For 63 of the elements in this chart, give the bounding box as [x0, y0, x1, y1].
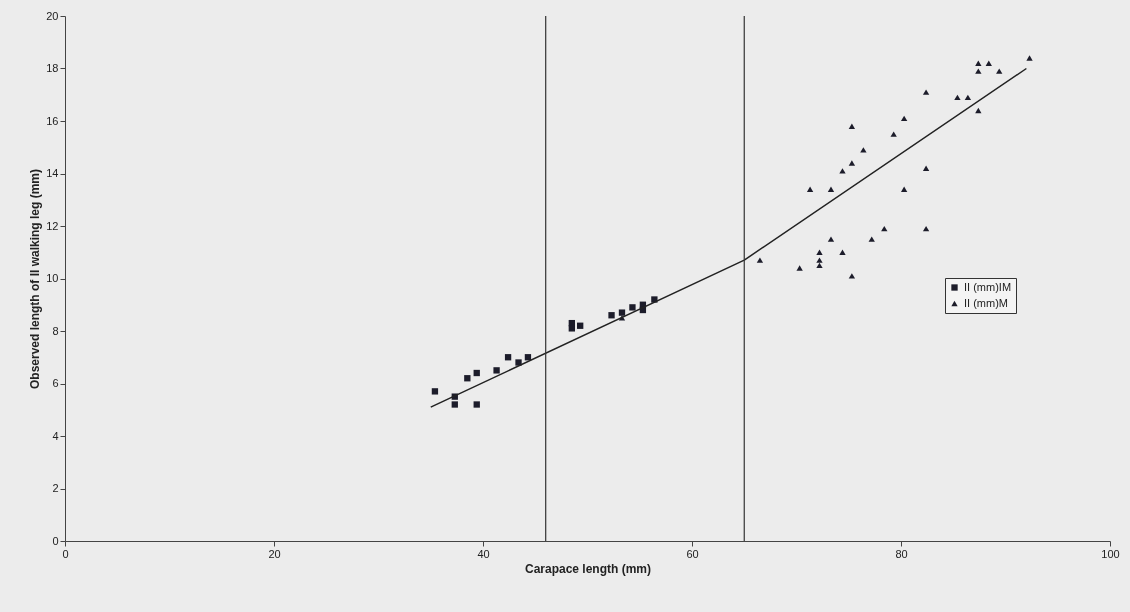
- y-tick-label: 18: [46, 62, 59, 74]
- point: [922, 89, 930, 95]
- y-axis-title: Observed length of II walking leg (mm): [28, 168, 43, 390]
- point: [827, 186, 835, 192]
- point: [806, 186, 814, 192]
- point: [848, 160, 856, 166]
- point: [618, 309, 626, 316]
- point: [608, 312, 615, 319]
- point: [451, 401, 458, 408]
- y-tick-label: 4: [52, 429, 59, 442]
- y-tick-label: 10: [46, 272, 59, 284]
- point: [900, 115, 908, 122]
- point: [473, 401, 480, 408]
- point: [473, 369, 480, 377]
- y-tick-label: 8: [52, 324, 59, 337]
- point: [816, 249, 823, 255]
- point: [796, 265, 803, 271]
- x-tick-label: 80: [895, 547, 908, 560]
- point: [816, 262, 823, 269]
- point: [848, 123, 856, 129]
- point: [524, 354, 532, 361]
- point: [964, 94, 972, 101]
- x-tick-label: 0: [62, 547, 69, 560]
- point: [756, 257, 764, 263]
- point: [431, 388, 439, 395]
- point: [996, 68, 1003, 74]
- point: [515, 359, 522, 366]
- point: [577, 322, 584, 329]
- y-tick-label: 14: [46, 167, 59, 179]
- point: [890, 131, 897, 137]
- point: [868, 236, 875, 242]
- point: [504, 354, 512, 361]
- y-tick-label: 16: [46, 114, 59, 127]
- y-tick-label: 0: [52, 534, 59, 547]
- x-tick-label: 100: [1101, 547, 1120, 560]
- x-tick-label: 60: [686, 547, 699, 560]
- x-tick-label: 40: [477, 547, 490, 560]
- x-tick-label: 20: [268, 547, 281, 560]
- point: [900, 186, 908, 192]
- point: [827, 236, 835, 242]
- point: [1026, 55, 1033, 61]
- y-tick-label: 12: [46, 219, 59, 232]
- y-tick-label: 20: [46, 9, 59, 22]
- point: [922, 165, 930, 171]
- x-axis-title: Carapace length (mm): [524, 561, 652, 576]
- point: [954, 94, 961, 101]
- point: [651, 296, 658, 303]
- point: [816, 257, 823, 263]
- point: [568, 319, 575, 327]
- legend-label: II (mm)IM: [964, 280, 1012, 293]
- legend-label: II (mm)M: [964, 296, 1008, 309]
- point: [860, 147, 867, 153]
- point: [848, 273, 856, 279]
- point: [629, 304, 636, 311]
- y-tick-label: 2: [52, 482, 59, 494]
- y-tick-label: 6: [52, 377, 59, 389]
- point: [839, 168, 846, 174]
- point: [975, 60, 982, 66]
- point: [464, 375, 471, 382]
- point: [839, 249, 846, 255]
- point: [975, 68, 982, 74]
- point: [493, 367, 500, 374]
- point: [985, 60, 992, 66]
